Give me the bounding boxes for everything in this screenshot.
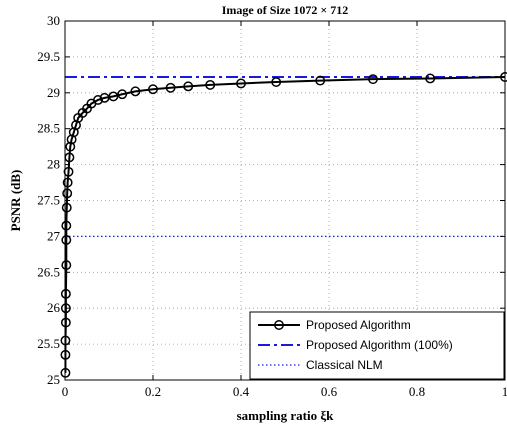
data-point [236,78,246,89]
x-tick-label: 0 [62,384,69,399]
chart-title: Image of Size 1072 × 712 [222,3,349,17]
y-tick-label: 28.5 [37,121,60,136]
series-layer [60,72,507,378]
y-tick-label: 25.5 [37,336,60,351]
data-point [148,84,158,95]
data-point [60,288,71,299]
data-point [61,202,72,213]
data-point [61,260,72,271]
tick-layer: 0 0.2 0.4 0.6 0.8 1 25 25.5 26 26.5 27 27.5 28 28.5 29… [37,13,507,399]
data-point [63,166,74,177]
x-tick-label: 0.6 [321,384,338,399]
legend-label: Proposed Algorithm (100%) [306,338,453,352]
y-tick-label: 25 [47,372,60,387]
legend-label: Classical NLM [306,358,383,372]
y-tick-label: 30 [47,13,60,28]
data-point [425,73,436,84]
legend-marker [274,320,284,330]
y-tick-label: 29.5 [37,49,60,64]
data-point [65,141,76,152]
y-tick-label: 29 [47,85,60,100]
legend: Proposed Algorithm Proposed Algorithm (10… [249,311,505,380]
x-tick-label: 0.2 [145,384,161,399]
data-point [60,317,71,328]
legend-label: Proposed Algorithm [306,318,411,332]
x-tick-label: 0.4 [233,384,250,399]
data-point [165,82,176,93]
data-point [60,303,71,314]
data-point [93,95,103,105]
y-tick-label: 27.5 [37,193,60,208]
data-point [130,86,141,97]
reference-lines [65,76,505,237]
x-tick-label: 1 [502,384,507,399]
x-axis-label: sampling ratio ξk [237,408,335,423]
data-point [271,77,282,87]
data-point [61,235,72,245]
y-tick-label: 26.5 [37,264,60,279]
data-point [108,91,119,102]
data-point [368,74,378,85]
data-point [205,79,216,90]
y-tick-label: 27 [47,228,61,243]
data-point [315,75,326,86]
proposed-algorithm-line [64,76,506,373]
data-point [62,177,73,188]
data-point [61,220,72,231]
data-point [62,188,73,199]
y-axis-label: PSNR (dB) [8,170,23,232]
x-tick-label: 0.8 [409,384,425,399]
data-point [183,81,194,92]
y-tick-label: 26 [47,300,61,315]
y-tick-label: 28 [47,157,60,172]
data-point [117,89,128,100]
